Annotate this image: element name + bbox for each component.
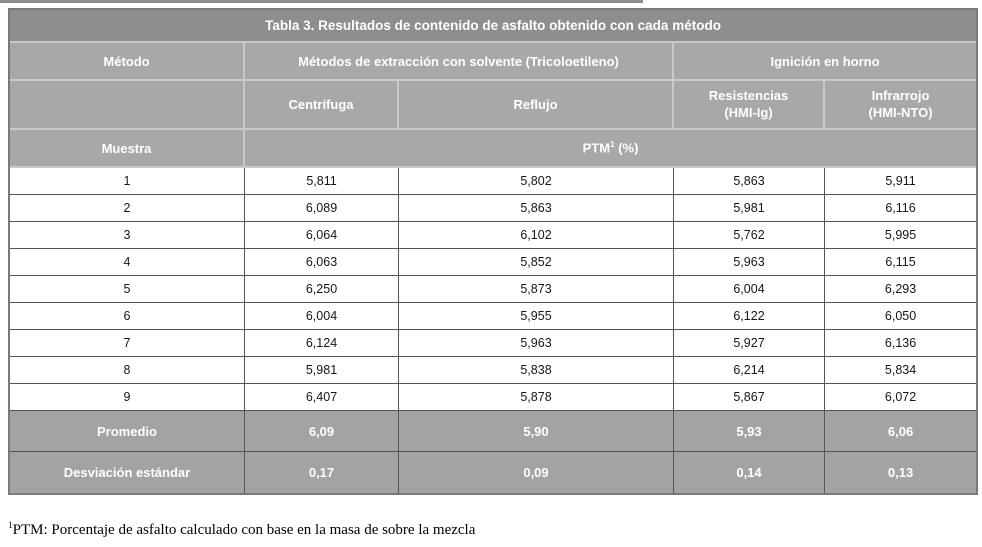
data-cell-resistencias: 6,004 <box>674 276 825 303</box>
data-cell-muestra: 3 <box>10 222 245 249</box>
header-muestra: Muestra <box>10 130 245 168</box>
header-group-row: Método Métodos de extracción con solvent… <box>10 43 977 81</box>
table-row: 2 6,089 5,863 5,981 6,116 <box>10 195 977 222</box>
data-cell-centrifuga: 6,124 <box>245 330 399 357</box>
data-cell-resistencias: 5,863 <box>674 168 825 195</box>
table-row: 8 5,981 5,838 6,214 5,834 <box>10 357 977 384</box>
header-method: Método <box>10 43 245 81</box>
summary-value: 0,17 <box>245 452 399 493</box>
data-cell-muestra: 5 <box>10 276 245 303</box>
data-cell-resistencias: 6,122 <box>674 303 825 330</box>
data-cell-centrifuga: 6,089 <box>245 195 399 222</box>
data-cell-resistencias: 5,981 <box>674 195 825 222</box>
data-cell-resistencias: 5,762 <box>674 222 825 249</box>
table-row: 3 6,064 6,102 5,762 5,995 <box>10 222 977 249</box>
summary-row-promedio: Promedio 6,09 5,90 5,93 6,06 <box>10 411 977 452</box>
footnote: 1PTM: Porcentaje de asfalto calculado co… <box>8 521 475 539</box>
data-cell-muestra: 2 <box>10 195 245 222</box>
header-empty-cell <box>10 81 245 130</box>
ptm-unit: (%) <box>614 140 639 156</box>
results-table: Tabla 3. Resultados de contenido de asfa… <box>8 8 979 495</box>
summary-row-desviacion: Desviación estándar 0,17 0,09 0,14 0,13 <box>10 452 977 493</box>
summary-label-desviacion: Desviación estándar <box>10 452 245 493</box>
header-solvent-group: Métodos de extracción con solvente (Tric… <box>245 43 674 81</box>
data-cell-reflujo: 5,838 <box>399 357 674 384</box>
header-ptm: PTM1 (%) <box>245 130 977 168</box>
data-cell-centrifuga: 5,981 <box>245 357 399 384</box>
table-title: Tabla 3. Resultados de contenido de asfa… <box>10 10 977 43</box>
data-cell-centrifuga: 6,407 <box>245 384 399 411</box>
data-cell-infrarrojo: 6,293 <box>825 276 977 303</box>
table-row: 5 6,250 5,873 6,004 6,293 <box>10 276 977 303</box>
data-cell-reflujo: 5,878 <box>399 384 674 411</box>
table-row: 1 5,811 5,802 5,863 5,911 <box>10 168 977 195</box>
footnote-text: PTM: Porcentaje de asfalto calculado con… <box>12 522 476 538</box>
data-cell-centrifuga: 6,064 <box>245 222 399 249</box>
summary-value: 5,90 <box>399 411 674 452</box>
data-cell-infrarrojo: 6,136 <box>825 330 977 357</box>
data-cell-infrarrojo: 6,116 <box>825 195 977 222</box>
data-cell-resistencias: 5,963 <box>674 249 825 276</box>
ptm-superscript: 1 <box>610 140 615 150</box>
table-row: 4 6,063 5,852 5,963 6,115 <box>10 249 977 276</box>
data-cell-reflujo: 5,863 <box>399 195 674 222</box>
data-cell-muestra: 7 <box>10 330 245 357</box>
summary-label-promedio: Promedio <box>10 411 245 452</box>
header-resistencias-line1: Resistencias <box>708 87 789 103</box>
header-sample-row: Muestra PTM1 (%) <box>10 130 977 168</box>
results-table-container: Tabla 3. Resultados de contenido de asfa… <box>8 8 979 495</box>
data-cell-resistencias: 6,214 <box>674 357 825 384</box>
header-resistencias-line2: (HMI-Ig) <box>724 104 773 120</box>
data-cell-centrifuga: 6,063 <box>245 249 399 276</box>
data-cell-centrifuga: 6,250 <box>245 276 399 303</box>
table-title-row: Tabla 3. Resultados de contenido de asfa… <box>10 10 977 43</box>
header-resistencias: Resistencias (HMI-Ig) <box>674 81 825 130</box>
data-cell-muestra: 9 <box>10 384 245 411</box>
data-cell-reflujo: 5,852 <box>399 249 674 276</box>
table-row: 6 6,004 5,955 6,122 6,050 <box>10 303 977 330</box>
data-cell-resistencias: 5,867 <box>674 384 825 411</box>
data-cell-centrifuga: 6,004 <box>245 303 399 330</box>
summary-value: 0,09 <box>399 452 674 493</box>
data-cell-centrifuga: 5,811 <box>245 168 399 195</box>
data-cell-reflujo: 5,802 <box>399 168 674 195</box>
header-centrifuga: Centrífuga <box>245 81 399 130</box>
data-cell-infrarrojo: 6,050 <box>825 303 977 330</box>
table-row: 9 6,407 5,878 5,867 6,072 <box>10 384 977 411</box>
data-cell-infrarrojo: 6,115 <box>825 249 977 276</box>
summary-value: 0,13 <box>825 452 977 493</box>
header-ignition-group: Ignición en horno <box>674 43 977 81</box>
summary-value: 6,09 <box>245 411 399 452</box>
data-cell-reflujo: 5,955 <box>399 303 674 330</box>
data-cell-muestra: 8 <box>10 357 245 384</box>
data-cell-reflujo: 6,102 <box>399 222 674 249</box>
data-cell-reflujo: 5,963 <box>399 330 674 357</box>
data-cell-infrarrojo: 5,911 <box>825 168 977 195</box>
data-cell-muestra: 4 <box>10 249 245 276</box>
data-cell-muestra: 6 <box>10 303 245 330</box>
cropped-element-edge <box>0 0 643 3</box>
header-columns-row: Centrífuga Reflujo Resistencias (HMI-Ig)… <box>10 81 977 130</box>
footnote-superscript: 1 <box>8 521 13 531</box>
table-row: 7 6,124 5,963 5,927 6,136 <box>10 330 977 357</box>
summary-value: 5,93 <box>674 411 825 452</box>
ptm-label: PTM <box>582 140 611 156</box>
data-cell-infrarrojo: 6,072 <box>825 384 977 411</box>
data-cell-resistencias: 5,927 <box>674 330 825 357</box>
summary-value: 0,14 <box>674 452 825 493</box>
data-cell-infrarrojo: 5,834 <box>825 357 977 384</box>
data-cell-muestra: 1 <box>10 168 245 195</box>
header-infrarrojo-line2: (HMI-NTO) <box>868 104 933 120</box>
header-infrarrojo-line1: Infrarrojo <box>871 87 930 103</box>
header-reflujo: Reflujo <box>399 81 674 130</box>
summary-value: 6,06 <box>825 411 977 452</box>
data-cell-infrarrojo: 5,995 <box>825 222 977 249</box>
header-infrarrojo: Infrarrojo (HMI-NTO) <box>825 81 977 130</box>
data-cell-reflujo: 5,873 <box>399 276 674 303</box>
